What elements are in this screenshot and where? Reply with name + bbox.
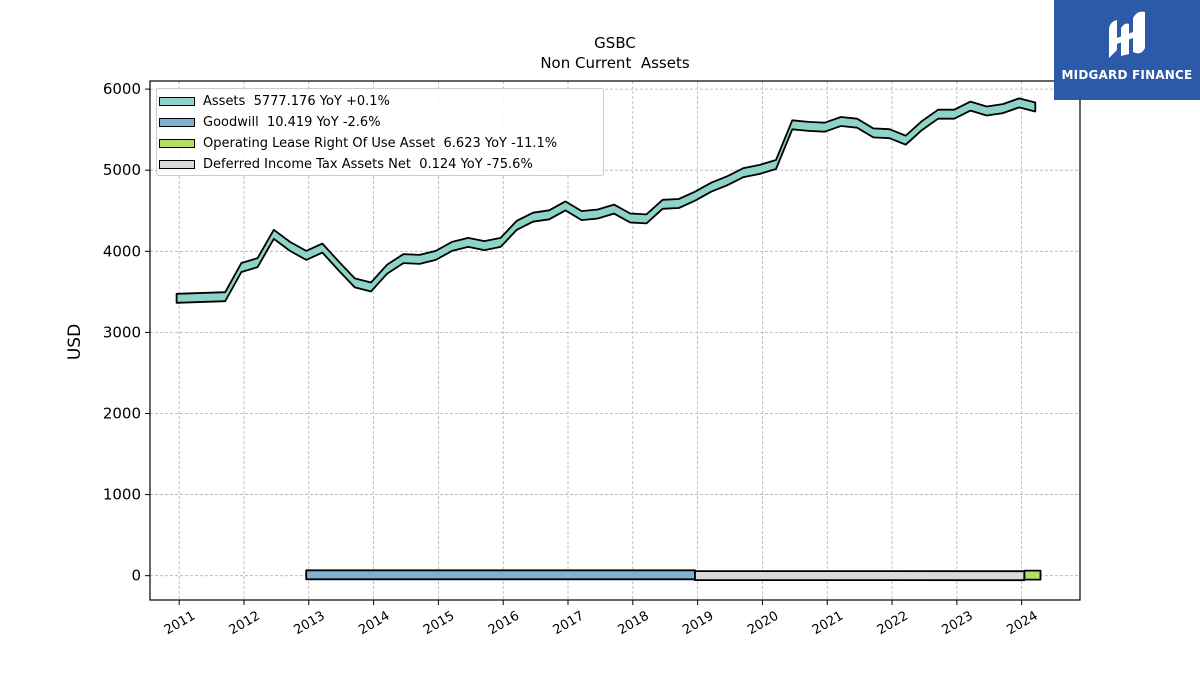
y-tick-label: 4000 [103, 242, 141, 260]
y-tick-label: 1000 [103, 486, 141, 504]
logo-text: MIDGARD FINANCE [1061, 68, 1193, 82]
y-tick-label: 3000 [103, 323, 141, 341]
legend-item-operating-lease: Operating Lease Right Of Use Asset 6.623… [159, 134, 557, 152]
x-tick-label: 2011 [162, 609, 198, 639]
x-tick-label: 2013 [291, 609, 327, 639]
x-tick-label: 2020 [745, 609, 781, 639]
plot-frame [149, 80, 1081, 601]
legend-item-deferred-tax: Deferred Income Tax Assets Net 0.124 YoY… [159, 155, 533, 173]
legend-swatch-operating-lease [159, 138, 195, 148]
y-tick-label: 5000 [103, 161, 141, 179]
x-tick-label: 2015 [421, 609, 457, 639]
legend-swatch-goodwill [159, 117, 195, 127]
y-tick-label: 6000 [103, 80, 141, 98]
series-goodwill [305, 569, 696, 581]
series-deferred-tax [694, 570, 1026, 582]
x-tick-label: 2017 [551, 609, 587, 639]
x-tick-label: 2014 [356, 609, 392, 639]
x-tick-label: 2022 [875, 609, 911, 639]
logo-mark-icon [1109, 11, 1145, 58]
chart-title: GSBC [594, 34, 636, 52]
x-tick-label: 2012 [227, 609, 263, 639]
legend-label: Assets 5777.176 YoY +0.1% [203, 93, 390, 109]
series-layer [175, 97, 1042, 582]
x-tick-label: 2021 [810, 609, 846, 639]
legend-label: Operating Lease Right Of Use Asset 6.623… [203, 135, 558, 151]
chart-subtitle: Non Current Assets [540, 54, 690, 72]
series-assets [175, 97, 1037, 304]
series-operating-lease [1023, 569, 1042, 581]
legend-item-assets: Assets 5777.176 YoY +0.1% [159, 92, 390, 110]
x-tick-label: 2024 [1004, 609, 1040, 639]
y-axis-label: USD [65, 324, 85, 360]
legend-swatch-assets [159, 96, 195, 106]
brand-logo: MIDGARD FINANCE [1054, 0, 1200, 100]
x-ticks: 2011 2012 2013 2014 2015 2016 2017 2018 2019 2020… [162, 600, 1041, 638]
legend-label: Deferred Income Tax Assets Net 0.124 YoY… [203, 156, 533, 172]
legend-swatch-deferred-tax [159, 159, 195, 169]
x-tick-label: 2023 [940, 609, 976, 639]
x-tick-label: 2019 [680, 609, 716, 639]
legend-item-goodwill: Goodwill 10.419 YoY -2.6% [159, 113, 381, 131]
legend: Assets 5777.176 YoY +0.1% Goodwill 10.41… [156, 88, 604, 176]
x-tick-label: 2018 [615, 609, 651, 639]
y-tick-label: 2000 [103, 404, 141, 422]
y-ticks: 0 1000 2000 3000 4000 5000 6000 [103, 80, 150, 585]
y-tick-label: 0 [131, 567, 141, 585]
x-tick-label: 2016 [486, 609, 522, 639]
legend-label: Goodwill 10.419 YoY -2.6% [203, 114, 381, 130]
